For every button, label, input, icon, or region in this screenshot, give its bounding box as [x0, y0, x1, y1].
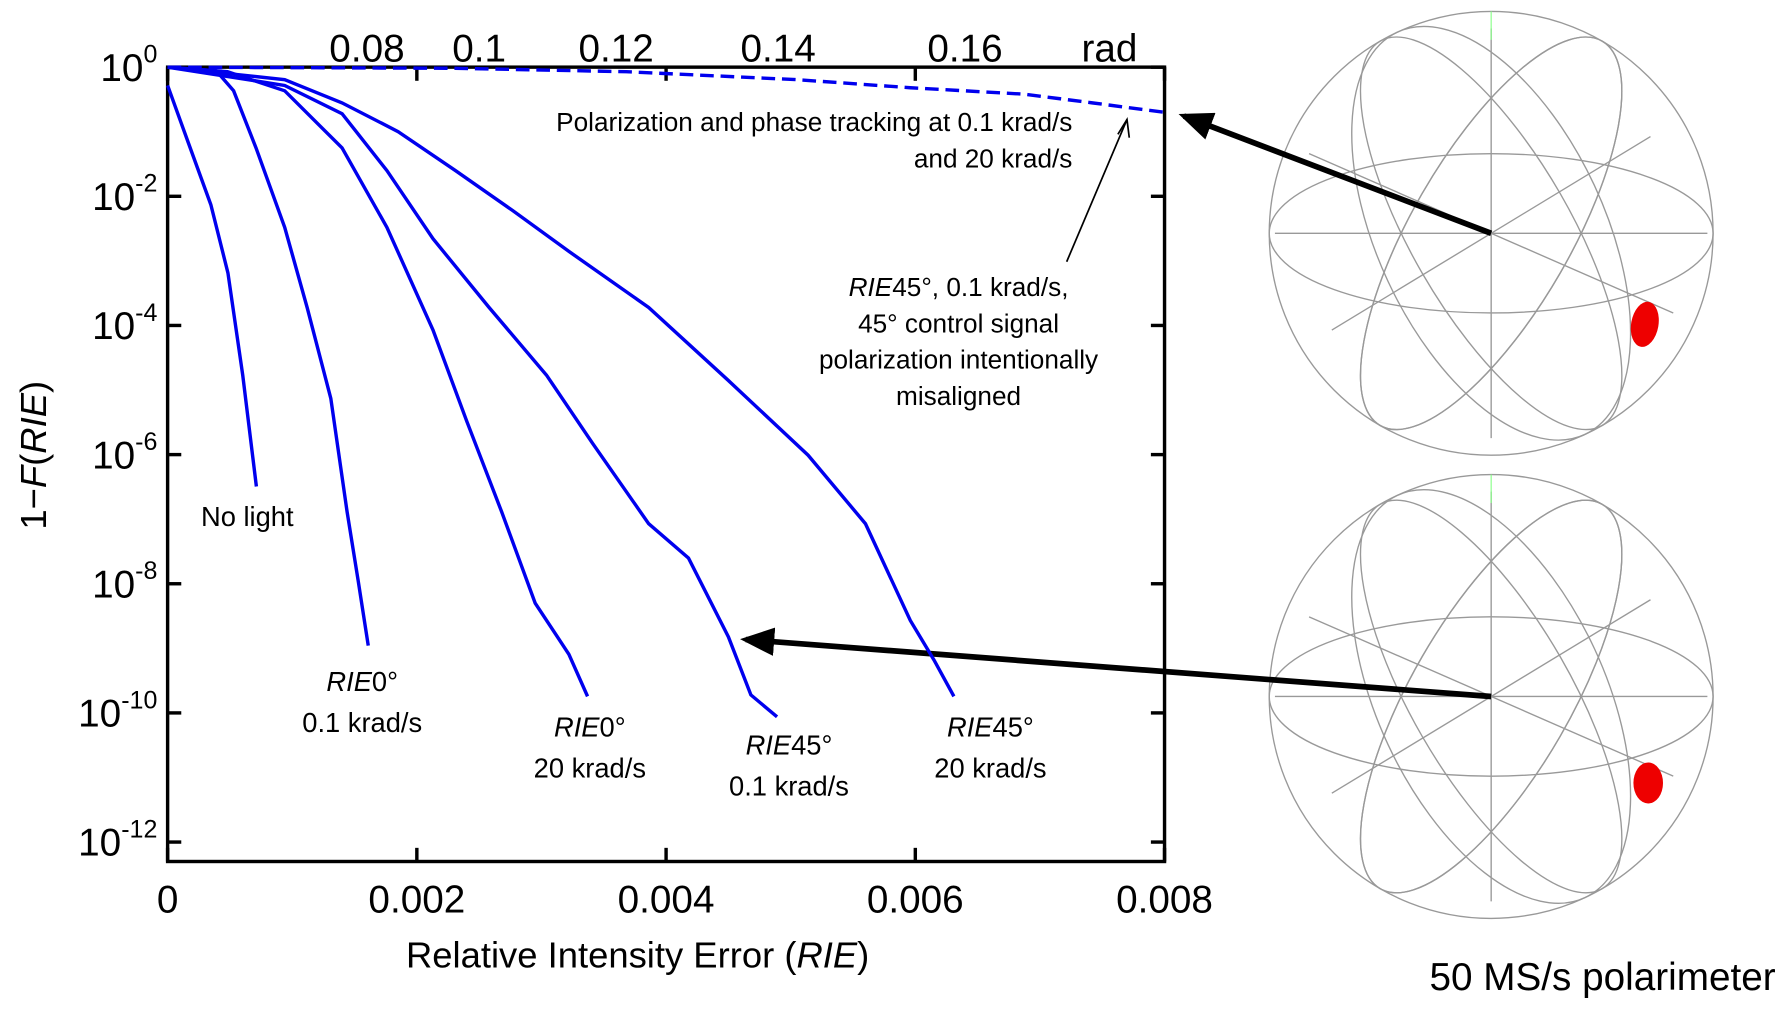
x2-tick-label: 0.12 — [579, 27, 654, 70]
annotation: 0.1 krad/s — [302, 707, 422, 738]
text-part: 45°, 0.1 krad/s, — [892, 272, 1068, 302]
x-tick-label: 0.006 — [867, 879, 964, 922]
y-tick-label: 100 — [100, 41, 157, 90]
text-part: 0° — [600, 711, 626, 742]
y-tick-label: 10-10 — [78, 686, 157, 735]
text-part: ) — [13, 381, 54, 393]
pointer — [1065, 119, 1128, 263]
caption: 50 MS/s polarimeter — [1430, 956, 1776, 999]
y-tick-base: 10 — [92, 563, 135, 606]
data-line — [167, 65, 590, 698]
annotation: 20 krad/s — [534, 752, 646, 783]
text-part: 0° — [372, 666, 398, 697]
y-axis-label: 1−F(RIE) — [13, 381, 54, 530]
x-tick-label: 0.008 — [1116, 879, 1213, 922]
text-part: ( — [13, 454, 54, 466]
data-line — [166, 84, 259, 487]
text-part: misaligned — [896, 381, 1021, 411]
y-tick-base: 10 — [92, 176, 135, 219]
annotation: RIE0° — [554, 711, 626, 742]
text-part: RIE — [746, 730, 792, 761]
text-part: 0.1 krad/s — [302, 707, 422, 738]
y-tick-exponent: -10 — [121, 686, 157, 714]
y-tick-exponent: -2 — [135, 170, 157, 198]
text-part: No light — [201, 501, 294, 532]
text-part: Relative Intensity Error ( — [406, 934, 796, 975]
plot-frame — [165, 65, 1167, 864]
data-line — [167, 65, 779, 719]
x-tick-label: 0 — [157, 879, 179, 922]
y-tick-label: 10-6 — [92, 428, 157, 477]
text-part: 45° — [791, 730, 832, 761]
sphere-top — [1268, 10, 1714, 456]
text-part: 45° control signal — [858, 308, 1059, 338]
y-tick-exponent: -4 — [135, 299, 157, 327]
x2-tick-label: 0.1 — [452, 27, 506, 70]
y-tick-label: 10-8 — [92, 557, 157, 606]
text-part: RIE — [796, 934, 857, 975]
y-tick-base: 10 — [78, 822, 121, 865]
annotation: 45° control signal — [858, 308, 1059, 338]
annotation: RIE45° — [947, 711, 1034, 742]
annotation: RIE45° — [746, 730, 833, 761]
x2-tick-label: 0.08 — [329, 27, 404, 70]
text-part: Polarization and phase tracking at 0.1 k… — [556, 107, 1072, 137]
annotation: Polarization and phase tracking at 0.1 k… — [556, 107, 1072, 137]
text-part: F — [13, 464, 54, 488]
text-part: RIE — [849, 272, 893, 302]
annotation: 0.1 krad/s — [729, 770, 849, 801]
y-tick-label: 10-2 — [92, 170, 157, 219]
x2-axis-label: rad — [1081, 27, 1137, 70]
text-part: 20 krad/s — [934, 752, 1046, 783]
text-part: and 20 krad/s — [914, 143, 1073, 173]
annotation: polarization intentionally — [819, 345, 1099, 375]
text-part: 0.1 krad/s — [729, 770, 849, 801]
data-line — [167, 65, 956, 698]
annotation: and 20 krad/s — [914, 143, 1073, 173]
y-tick-base: 10 — [92, 305, 135, 348]
y-tick-exponent: -8 — [135, 557, 157, 585]
x-tick-label: 0.002 — [368, 879, 465, 922]
x-tick-label: 0.004 — [618, 879, 715, 922]
text-part: RIE — [13, 392, 54, 453]
text-part: RIE — [947, 711, 993, 742]
data-line — [167, 65, 1165, 115]
annotation: RIE0° — [326, 666, 398, 697]
y-tick-base: 10 — [100, 47, 143, 90]
annotation: RIE45°, 0.1 krad/s, — [849, 272, 1069, 302]
y-tick-exponent: -12 — [121, 816, 157, 844]
x2-tick-label: 0.16 — [927, 27, 1002, 70]
y-tick-exponent: -6 — [135, 428, 157, 456]
x2-tick-label: 0.14 — [740, 27, 815, 70]
text-part: polarization intentionally — [819, 345, 1099, 375]
text-part: 1− — [13, 488, 54, 530]
text-part: 45° — [993, 711, 1034, 742]
y-tick-label: 10-4 — [92, 299, 157, 348]
y-tick-base: 10 — [78, 693, 121, 736]
annotation: misaligned — [896, 381, 1021, 411]
data-line — [167, 65, 370, 646]
y-tick-exponent: 0 — [143, 41, 157, 69]
text-part: 20 krad/s — [534, 752, 646, 783]
pointer-head — [1117, 116, 1131, 138]
arrow — [1178, 112, 1493, 236]
text-part: RIE — [554, 711, 600, 742]
annotation: 20 krad/s — [934, 752, 1046, 783]
text-part: RIE — [326, 666, 372, 697]
arrow — [740, 627, 1492, 700]
annotation: No light — [201, 501, 294, 532]
y-tick-label: 10-12 — [78, 816, 157, 865]
x-axis-label: Relative Intensity Error (RIE) — [406, 934, 869, 975]
text-part: ) — [857, 934, 869, 975]
y-tick-base: 10 — [92, 434, 135, 477]
